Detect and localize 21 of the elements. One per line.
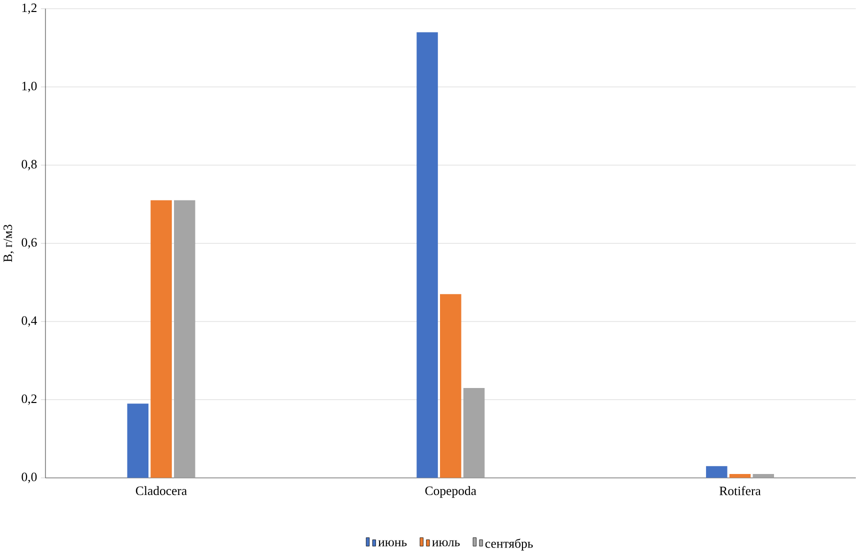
bar: [127, 404, 148, 478]
y-tick-label: 1,2: [22, 4, 36, 14]
legend-label: июль: [432, 540, 460, 547]
y-tick-label: 0,6: [22, 238, 37, 249]
y-tick-label: 0,0: [22, 472, 37, 484]
y-tick-label: 0,4: [22, 316, 37, 327]
bar: [150, 200, 172, 478]
bar: [174, 200, 196, 478]
y-tick-label: 0,8: [22, 160, 37, 171]
y-tick-label: 0,2: [22, 394, 36, 406]
bar: [416, 32, 438, 478]
x-tick-label: Copepoda: [425, 486, 476, 498]
bar: [440, 294, 462, 478]
legend-label: сентябрь: [485, 538, 533, 551]
x-tick-label: Rotifera: [720, 486, 761, 496]
bar: [463, 388, 485, 478]
x-tick-label: Cladocera: [136, 486, 187, 496]
y-axis-title: B, г/м3: [4, 224, 14, 262]
bar: [706, 466, 728, 478]
y-tick-label: 1,0: [22, 82, 37, 92]
legend-label: июнь: [378, 540, 407, 547]
